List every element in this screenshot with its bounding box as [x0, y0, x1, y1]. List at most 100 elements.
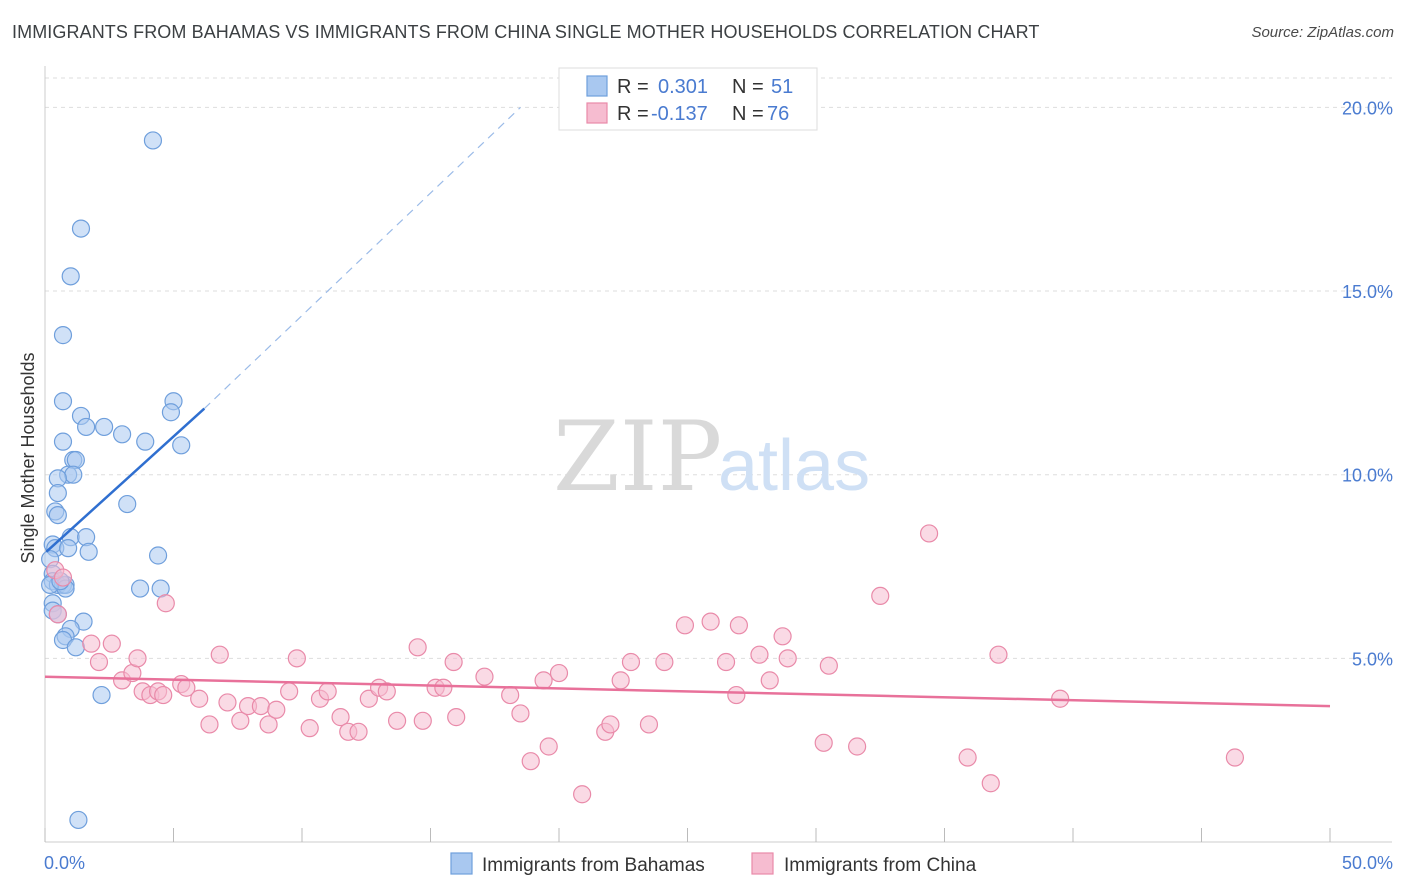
- point-china: [210, 645, 229, 664]
- point-china: [331, 708, 350, 727]
- point-bahamas: [148, 546, 168, 565]
- point-china: [848, 737, 867, 756]
- legend-r-label-bahamas: R =: [617, 76, 649, 98]
- point-china: [778, 649, 797, 668]
- point-china: [475, 667, 494, 686]
- point-china: [958, 748, 977, 767]
- point-china: [128, 649, 147, 668]
- point-bahamas: [64, 465, 83, 484]
- y-tick-label: 10.0%: [1342, 466, 1393, 486]
- point-china: [639, 715, 659, 734]
- tick-labels: 5.0% 10.0% 15.0% 20.0% 0.0% 50.0%: [44, 98, 1393, 873]
- point-china: [716, 652, 736, 672]
- point-china: [218, 693, 237, 712]
- legend-swatch-bahamas: [586, 75, 608, 97]
- watermark-zip: ZIP: [553, 401, 722, 513]
- chart-title: IMMIGRANTS FROM BAHAMAS VS IMMIGRANTS FR…: [12, 22, 1040, 42]
- point-china: [919, 524, 939, 543]
- point-china: [989, 645, 1008, 664]
- point-china: [981, 774, 1000, 793]
- bottom-legend-swatch-china: [751, 852, 774, 875]
- point-china: [611, 671, 630, 690]
- source-label: Source: ZipAtlas.com: [1251, 24, 1394, 41]
- y-axis-title: Single Mother Households: [18, 352, 38, 563]
- point-bahamas: [77, 528, 96, 547]
- point-china: [521, 752, 540, 771]
- point-china: [231, 711, 250, 730]
- point-china: [349, 722, 368, 741]
- point-china: [444, 652, 463, 672]
- point-china: [773, 627, 792, 646]
- point-bahamas: [95, 417, 114, 437]
- legend-n-label-bahamas: N =: [732, 76, 764, 98]
- point-bahamas: [161, 403, 181, 422]
- point-bahamas: [53, 432, 73, 451]
- point-china: [102, 634, 121, 653]
- x-tick-label-min: 0.0%: [44, 853, 85, 873]
- y-tick-label: 20.0%: [1342, 98, 1393, 118]
- point-china: [447, 708, 466, 727]
- point-bahamas: [172, 436, 191, 455]
- y-tick-label: 15.0%: [1342, 282, 1393, 302]
- point-bahamas: [66, 638, 85, 657]
- point-bahamas: [48, 483, 67, 503]
- point-china: [573, 785, 592, 804]
- point-china: [387, 711, 407, 730]
- legend-r-label-china: R =: [617, 103, 649, 125]
- bottom-legend-swatch-bahamas: [450, 852, 473, 875]
- point-china: [871, 586, 890, 606]
- point-china: [408, 638, 427, 657]
- legend-n-value-bahamas: 51: [771, 76, 793, 98]
- point-bahamas: [112, 425, 132, 444]
- point-china: [750, 645, 769, 664]
- legend-n-value-china: 76: [767, 103, 789, 125]
- axes: [44, 66, 1392, 843]
- bottom-legend: Immigrants from Bahamas Immigrants from …: [450, 852, 977, 876]
- point-china: [287, 649, 306, 668]
- point-china: [727, 685, 746, 705]
- series-bahamas-points: [41, 131, 191, 830]
- point-china: [655, 652, 674, 672]
- point-bahamas: [48, 505, 67, 525]
- point-china: [413, 711, 432, 730]
- trend-extension-bahamas: [203, 106, 521, 410]
- bottom-legend-label-china: Immigrants from China: [784, 855, 977, 876]
- point-china: [701, 612, 720, 631]
- point-bahamas: [61, 267, 80, 286]
- point-bahamas: [71, 219, 91, 238]
- bottom-legend-label-bahamas: Immigrants from Bahamas: [482, 855, 705, 876]
- point-bahamas: [53, 326, 73, 345]
- point-china: [377, 682, 396, 701]
- point-china: [814, 733, 833, 752]
- legend: R = 0.301 N = 51 R = -0.137 N = 76: [558, 67, 818, 131]
- point-china: [501, 685, 520, 705]
- point-bahamas: [69, 810, 88, 830]
- point-china: [729, 616, 749, 635]
- point-china: [549, 663, 569, 683]
- point-bahamas: [92, 685, 111, 705]
- trend-line-china: [44, 675, 1331, 708]
- legend-r-value-china: -0.137: [651, 103, 708, 125]
- point-china: [251, 696, 270, 716]
- point-china: [200, 715, 219, 734]
- point-bahamas: [143, 131, 163, 150]
- point-bahamas: [130, 579, 150, 598]
- point-china: [154, 685, 173, 705]
- point-china: [156, 594, 175, 613]
- point-china: [1225, 748, 1245, 767]
- trend-lines: [44, 106, 1331, 708]
- y-tick-label: 5.0%: [1352, 649, 1393, 669]
- point-china: [190, 689, 209, 708]
- point-china: [48, 605, 67, 624]
- point-bahamas: [118, 494, 137, 514]
- point-china: [53, 568, 73, 587]
- trend-line-bahamas: [45, 407, 206, 553]
- point-china: [434, 678, 453, 697]
- point-bahamas: [53, 392, 73, 411]
- point-bahamas: [79, 542, 98, 561]
- point-china: [534, 671, 553, 690]
- point-china: [280, 682, 299, 701]
- point-china: [621, 652, 641, 672]
- watermark-atlas: atlas: [718, 426, 870, 506]
